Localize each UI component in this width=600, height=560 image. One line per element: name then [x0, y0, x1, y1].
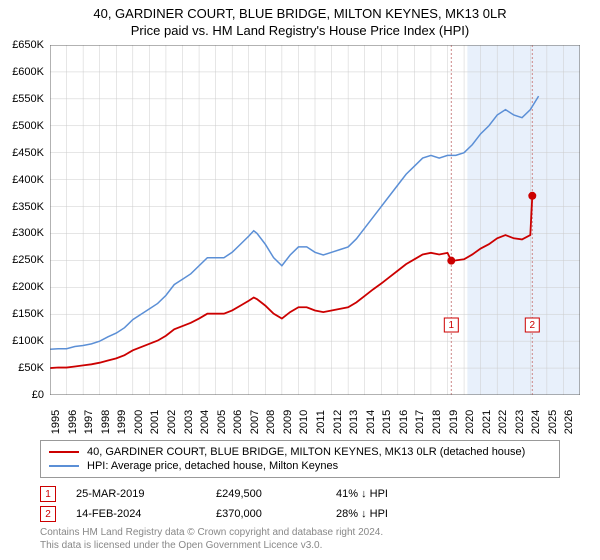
footer-line1: Contains HM Land Registry data © Crown c…	[40, 526, 383, 539]
x-tick-label: 2025	[547, 410, 559, 434]
sale-marker: 2	[40, 506, 56, 522]
sale-price: £249,500	[216, 488, 336, 500]
sale-pct: 41% ↓ HPI	[336, 488, 456, 500]
sale-row: 2 14-FEB-2024£370,00028% ↓ HPI	[40, 504, 560, 524]
x-tick-label: 2024	[530, 410, 542, 434]
sale-price: £370,000	[216, 508, 336, 520]
sale-date: 25-MAR-2019	[76, 488, 216, 500]
svg-text:1: 1	[449, 320, 455, 331]
x-tick-label: 2007	[249, 410, 261, 434]
x-tick-label: 1999	[116, 410, 128, 434]
x-tick-label: 2010	[298, 410, 310, 434]
x-tick-label: 1997	[83, 410, 95, 434]
x-tick-label: 1998	[100, 410, 112, 434]
x-tick-label: 2004	[199, 410, 211, 434]
x-tick-label: 2002	[166, 410, 178, 434]
legend-swatch	[49, 451, 79, 453]
y-tick-label: £150K	[12, 308, 44, 320]
x-axis: 1995199619971998199920002001200220032004…	[50, 398, 580, 428]
x-tick-label: 2018	[431, 410, 443, 434]
sales-table: 1 25-MAR-2019£249,50041% ↓ HPI 2 14-FEB-202…	[40, 484, 560, 524]
svg-text:2: 2	[530, 320, 536, 331]
title-line2: Price paid vs. HM Land Registry's House …	[0, 23, 600, 40]
chart-plot: 12	[50, 45, 580, 395]
y-tick-label: £350K	[12, 201, 44, 213]
x-tick-label: 2005	[216, 410, 228, 434]
y-tick-label: £50K	[18, 362, 44, 374]
x-tick-label: 2011	[315, 410, 327, 434]
footer-attribution: Contains HM Land Registry data © Crown c…	[40, 526, 383, 552]
x-tick-label: 2006	[232, 410, 244, 434]
x-tick-label: 2020	[464, 410, 476, 434]
y-tick-label: £250K	[12, 254, 44, 266]
x-tick-label: 2014	[365, 410, 377, 434]
y-tick-label: £450K	[12, 147, 44, 159]
x-tick-label: 2000	[133, 410, 145, 434]
legend-swatch	[49, 465, 79, 467]
x-tick-label: 1995	[50, 410, 62, 434]
legend: 40, GARDINER COURT, BLUE BRIDGE, MILTON …	[40, 440, 560, 478]
chart-title: 40, GARDINER COURT, BLUE BRIDGE, MILTON …	[0, 0, 600, 40]
x-tick-label: 2008	[265, 410, 277, 434]
y-tick-label: £550K	[12, 93, 44, 105]
x-tick-label: 2015	[381, 410, 393, 434]
x-tick-label: 2009	[282, 410, 294, 434]
x-tick-label: 2001	[149, 410, 161, 434]
footer-line2: This data is licensed under the Open Gov…	[40, 539, 383, 552]
y-axis: £0£50K£100K£150K£200K£250K£300K£350K£400…	[0, 45, 48, 395]
title-line1: 40, GARDINER COURT, BLUE BRIDGE, MILTON …	[0, 6, 600, 23]
y-tick-label: £650K	[12, 39, 44, 51]
y-tick-label: £0	[32, 389, 44, 401]
sale-pct: 28% ↓ HPI	[336, 508, 456, 520]
legend-label: HPI: Average price, detached house, Milt…	[87, 460, 338, 472]
x-tick-label: 2021	[481, 410, 493, 434]
x-tick-label: 2022	[497, 410, 509, 434]
legend-item: HPI: Average price, detached house, Milt…	[49, 459, 551, 473]
x-tick-label: 2023	[514, 410, 526, 434]
x-tick-label: 2026	[563, 410, 575, 434]
y-tick-label: £100K	[12, 335, 44, 347]
x-tick-label: 2016	[398, 410, 410, 434]
sale-date: 14-FEB-2024	[76, 508, 216, 520]
legend-label: 40, GARDINER COURT, BLUE BRIDGE, MILTON …	[87, 446, 525, 458]
y-tick-label: £500K	[12, 120, 44, 132]
x-tick-label: 2017	[414, 410, 426, 434]
x-tick-label: 2013	[348, 410, 360, 434]
x-tick-label: 1996	[67, 410, 79, 434]
x-tick-label: 2012	[332, 410, 344, 434]
x-tick-label: 2019	[448, 410, 460, 434]
y-tick-label: £300K	[12, 227, 44, 239]
x-tick-label: 2003	[183, 410, 195, 434]
sale-marker: 1	[40, 486, 56, 502]
y-tick-label: £400K	[12, 174, 44, 186]
y-tick-label: £600K	[12, 66, 44, 78]
y-tick-label: £200K	[12, 281, 44, 293]
legend-item: 40, GARDINER COURT, BLUE BRIDGE, MILTON …	[49, 445, 551, 459]
sale-row: 1 25-MAR-2019£249,50041% ↓ HPI	[40, 484, 560, 504]
